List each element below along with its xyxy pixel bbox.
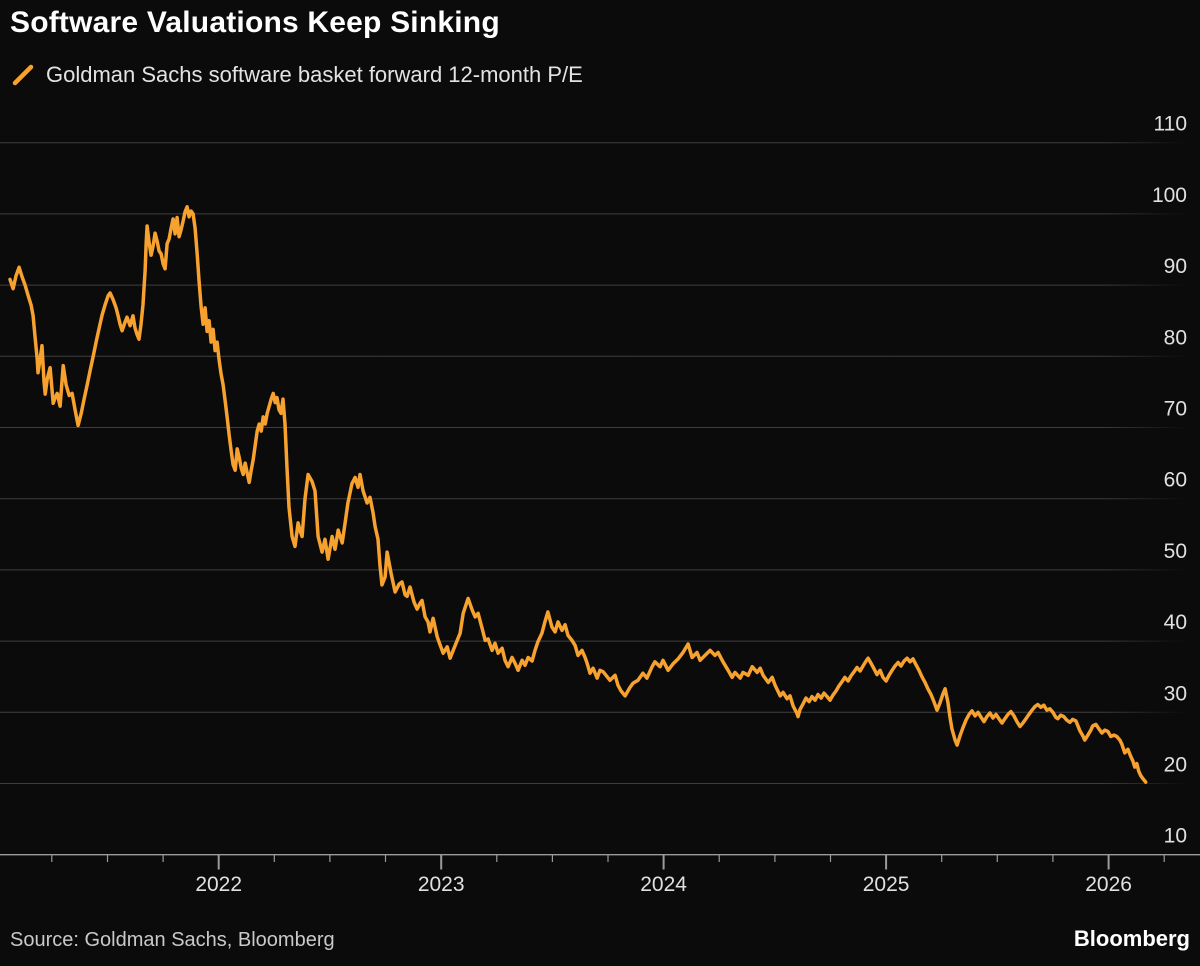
svg-text:20: 20	[1164, 754, 1187, 777]
source-note: Source: Goldman Sachs, Bloomberg	[10, 929, 335, 951]
svg-text:60: 60	[1164, 469, 1187, 492]
bloomberg-logo: Bloomberg	[1073, 926, 1190, 951]
svg-text:50: 50	[1164, 540, 1187, 563]
svg-text:70: 70	[1164, 398, 1187, 421]
y-gridlines	[0, 142, 1200, 856]
chart-title: Software Valuations Keep Sinking	[10, 6, 500, 39]
svg-text:2025: 2025	[863, 873, 910, 896]
svg-text:110: 110	[1154, 113, 1187, 136]
svg-text:10: 10	[1164, 825, 1187, 848]
orange-slash-icon	[12, 64, 34, 86]
y-axis-labels: 10 20 30 40 50 60 70 80 90 100 110	[1152, 113, 1187, 848]
legend-label: Goldman Sachs software basket forward 12…	[46, 62, 583, 87]
legend: Goldman Sachs software basket forward 12…	[10, 62, 583, 88]
svg-text:100: 100	[1152, 184, 1187, 207]
svg-text:2024: 2024	[640, 873, 687, 896]
svg-text:2023: 2023	[418, 873, 465, 896]
x-tick-labels: 2022 2023 2024 2025 2026	[195, 873, 1132, 896]
svg-text:40: 40	[1164, 611, 1187, 634]
svg-text:30: 30	[1164, 682, 1187, 705]
svg-text:80: 80	[1164, 326, 1187, 349]
x-axis-ticks	[51, 854, 1165, 870]
svg-text:90: 90	[1164, 255, 1187, 278]
svg-text:2026: 2026	[1085, 873, 1132, 896]
pe-line	[8, 205, 1148, 784]
svg-text:2022: 2022	[195, 873, 242, 896]
